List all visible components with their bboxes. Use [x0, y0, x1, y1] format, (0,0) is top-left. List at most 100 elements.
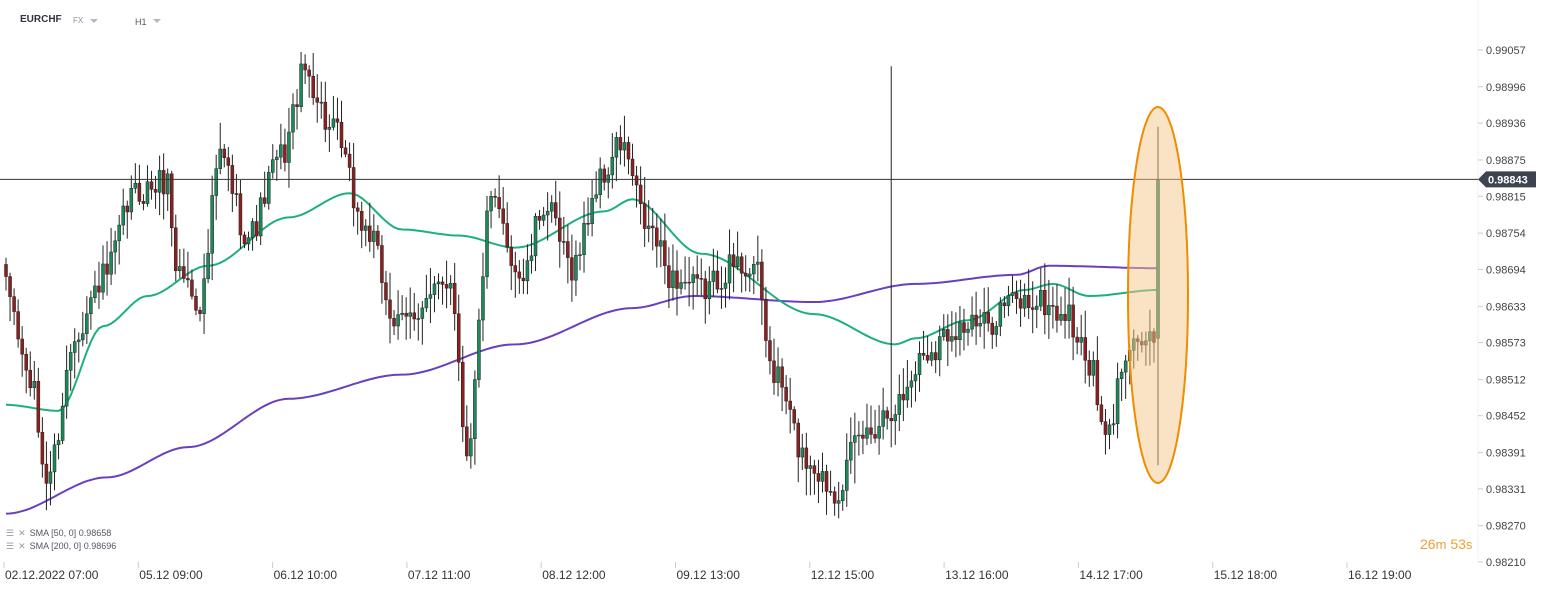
highlight-ellipse — [1127, 106, 1189, 484]
candle-body — [691, 274, 695, 283]
candle — [202, 253, 206, 334]
candle — [962, 308, 966, 351]
candle-body — [622, 142, 627, 151]
candle-body — [412, 312, 417, 320]
candle-body — [456, 313, 461, 363]
candle — [1103, 409, 1108, 455]
candle-body — [946, 329, 950, 342]
timer-minutes: 26 — [1420, 536, 1436, 552]
chevron-down-icon[interactable] — [153, 19, 161, 23]
candle-body — [582, 222, 586, 255]
candle-body — [865, 427, 869, 439]
candle — [271, 144, 275, 179]
candle — [994, 321, 999, 347]
candle — [743, 255, 748, 292]
candle-body — [513, 265, 518, 273]
candle — [594, 171, 598, 203]
candle — [752, 256, 756, 295]
candle-body — [420, 307, 425, 319]
x-tick-label: 07.12 11:00 — [408, 568, 471, 582]
candle-body — [978, 323, 982, 327]
x-tick-label: 16.12 19:00 — [1348, 568, 1412, 582]
timer-minutes-unit: m — [1435, 537, 1447, 552]
candle-body — [258, 197, 263, 237]
menu-icon[interactable]: ☰ — [6, 541, 15, 551]
candle — [521, 258, 526, 294]
candle-body — [109, 251, 113, 275]
candle-body — [117, 224, 121, 242]
candle-body — [695, 274, 699, 279]
candle-body — [792, 409, 796, 424]
y-tick-label: 0.98694 — [1486, 264, 1526, 276]
candle-body — [12, 296, 16, 312]
candle-body — [998, 302, 1003, 327]
candle — [509, 235, 514, 291]
candle — [444, 260, 449, 309]
candle-body — [857, 434, 861, 437]
candle — [735, 231, 740, 271]
candle — [448, 275, 453, 306]
candle-body — [327, 126, 332, 130]
candle-body — [901, 394, 906, 401]
candle-body — [85, 313, 89, 334]
legend-value: 0.98658 — [78, 528, 112, 538]
candle — [707, 266, 712, 315]
candle — [869, 405, 873, 444]
candle — [311, 52, 315, 105]
candle-body — [776, 366, 780, 383]
candle-body — [48, 471, 53, 484]
candle — [824, 464, 829, 515]
candle — [52, 433, 57, 491]
candle-body — [634, 175, 639, 186]
candle — [1047, 279, 1051, 339]
candle — [553, 180, 558, 226]
candle — [1083, 310, 1087, 384]
candle — [456, 294, 461, 382]
candle-body — [836, 500, 841, 504]
candle-body — [986, 312, 990, 324]
candle-body — [885, 410, 889, 419]
candle — [230, 154, 235, 212]
candle-body — [392, 318, 396, 327]
candle-body — [101, 263, 105, 293]
chevron-down-icon[interactable] — [90, 19, 98, 23]
close-icon[interactable]: ✕ — [18, 541, 26, 551]
candle-body — [250, 221, 255, 238]
candle — [121, 188, 125, 235]
candle-body — [481, 276, 485, 321]
candle-body — [667, 265, 671, 288]
candle-body — [291, 104, 295, 133]
candle-body — [905, 386, 910, 401]
candle-body — [388, 299, 392, 319]
candle — [331, 95, 336, 131]
candle — [497, 175, 501, 219]
candle — [36, 367, 41, 438]
candle — [145, 165, 150, 207]
candle-body — [1079, 337, 1083, 343]
timeframe-label[interactable]: H1 — [135, 17, 147, 27]
legend-sma200[interactable]: ☰ ✕ SMA [200, 0] 0.98696 — [6, 541, 116, 552]
candle-body — [254, 221, 259, 237]
candle — [711, 248, 716, 298]
x-tick-label: 12.12 15:00 — [811, 568, 875, 582]
candle — [72, 328, 77, 379]
close-icon[interactable]: ✕ — [18, 528, 26, 538]
menu-icon[interactable]: ☰ — [6, 528, 15, 538]
x-tick-label: 09.12 13:00 — [677, 568, 741, 582]
candle-body — [966, 328, 970, 333]
candle — [178, 249, 182, 279]
candle-body — [566, 241, 570, 258]
candle — [97, 261, 101, 309]
candle-body — [465, 426, 469, 457]
candle-body — [60, 405, 65, 441]
candle-body — [4, 264, 8, 277]
candle — [1071, 286, 1075, 361]
candle-body — [1063, 314, 1067, 321]
candle-body — [125, 205, 130, 213]
legend-sma50[interactable]: ☰ ✕ SMA [50, 0] 0.98658 — [6, 528, 111, 539]
symbol-label[interactable]: EURCHF — [20, 14, 62, 25]
candle-body — [602, 168, 606, 183]
candle — [921, 330, 926, 361]
candle — [1123, 354, 1128, 399]
